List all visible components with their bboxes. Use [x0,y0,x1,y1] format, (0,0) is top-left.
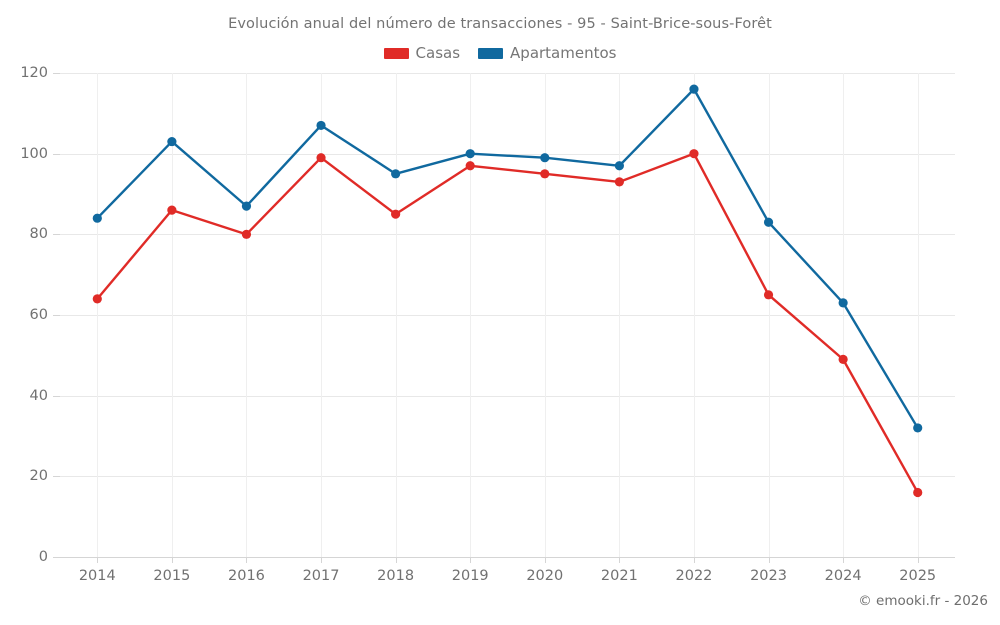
legend-swatch-icon [383,47,409,59]
data-point[interactable] [391,209,401,219]
data-point[interactable] [689,149,699,159]
y-axis-tick-mark [53,153,60,155]
x-gridline [693,73,695,557]
x-axis-tick-mark [395,557,397,563]
footer-credit: © emooki.fr - 2026 [858,593,988,609]
y-axis-tick-label: 120 [20,65,48,81]
y-gridline [60,73,955,74]
y-axis-tick-mark [53,476,60,478]
x-axis-tick-label: 2020 [526,568,564,584]
data-point[interactable] [838,354,848,364]
x-axis-tick-mark [470,557,472,563]
x-gridline [544,73,546,557]
x-gridline [768,73,770,557]
x-axis-tick-mark [768,557,770,563]
data-point[interactable] [241,229,252,239]
x-axis-tick-mark [843,557,845,563]
y-gridline [60,153,955,155]
y-axis-tick-label: 40 [29,387,48,404]
x-axis-tick-label: 2025 [899,568,937,584]
data-point[interactable] [763,217,774,227]
x-axis-tick-mark [917,557,919,563]
data-point[interactable] [92,294,102,304]
x-axis-tick-mark [171,557,173,563]
y-axis-tick-mark [53,73,60,74]
chart-title: Evolución anual del número de transaccio… [228,16,772,32]
data-point[interactable] [614,177,624,187]
y-axis-tick-label: 20 [29,468,48,485]
x-axis-tick-label: 2017 [302,568,340,584]
y-axis-tick-label: 60 [29,307,48,323]
x-axis-tick-label: 2024 [824,568,862,584]
y-axis-tick-mark [53,234,60,236]
plot-area [60,73,955,558]
legend-swatch-icon [478,47,504,59]
x-axis-tick-mark [246,557,248,563]
x-axis-tick-label: 2023 [750,568,787,584]
legend-entry-apartamentos[interactable]: Apartamentos [478,44,616,62]
data-point[interactable] [465,161,475,171]
x-axis-tick-mark [693,557,695,563]
y-gridline [60,476,955,478]
data-point[interactable] [540,153,550,163]
data-point[interactable] [540,169,550,179]
y-gridline [60,315,955,316]
y-axis-tick-label: 100 [20,145,48,162]
legend-label: Apartamentos [510,44,617,62]
y-axis-tick-label: 0 [38,549,48,565]
legend-entry-casas[interactable]: Casas [383,44,461,62]
x-gridline [619,73,621,557]
y-gridline [60,234,955,236]
data-point[interactable] [614,161,624,171]
data-point[interactable] [838,298,848,308]
x-gridline [843,73,845,557]
x-axis-tick-mark [544,557,546,563]
x-axis-tick-mark [321,557,323,563]
series-line [96,152,919,494]
x-axis-tick-label: 2019 [451,568,489,584]
data-point[interactable] [763,290,774,300]
data-point[interactable] [241,201,252,211]
x-axis-tick-label: 2016 [228,568,265,584]
x-axis-tick-label: 2021 [600,568,638,584]
x-gridline [395,73,397,557]
y-axis-tick-mark [53,557,60,558]
x-gridline [171,73,173,557]
legend-label: Casas [415,44,461,62]
chart-legend: Casas Apartamentos [0,44,1000,62]
x-axis-tick-mark [619,557,621,563]
series-line [96,87,919,430]
data-point[interactable] [913,423,923,433]
y-axis-tick-label: 80 [29,226,48,243]
y-axis-tick-mark [53,395,60,397]
data-point[interactable] [689,84,699,94]
x-axis-line [60,557,955,558]
data-point[interactable] [167,136,177,147]
series-casas [92,149,923,498]
x-gridline [321,73,323,557]
data-point[interactable] [391,169,401,179]
x-gridline [97,73,99,557]
x-gridline [470,73,472,557]
x-axis-tick-label: 2014 [78,568,116,584]
data-point[interactable] [92,213,102,223]
data-point[interactable] [316,120,326,131]
y-gridline [60,395,955,397]
data-point[interactable] [913,487,923,498]
series-apartamentos [92,84,923,433]
data-point[interactable] [465,149,475,159]
y-axis-tick-mark [53,315,60,316]
x-axis-tick-label: 2018 [377,568,415,584]
x-axis-tick-mark [97,557,99,563]
data-point[interactable] [167,205,177,215]
x-axis-tick-label: 2022 [675,568,713,584]
x-gridline [246,73,248,557]
x-axis-tick-label: 2015 [153,568,191,584]
x-gridline [917,73,919,557]
data-point[interactable] [316,153,326,163]
